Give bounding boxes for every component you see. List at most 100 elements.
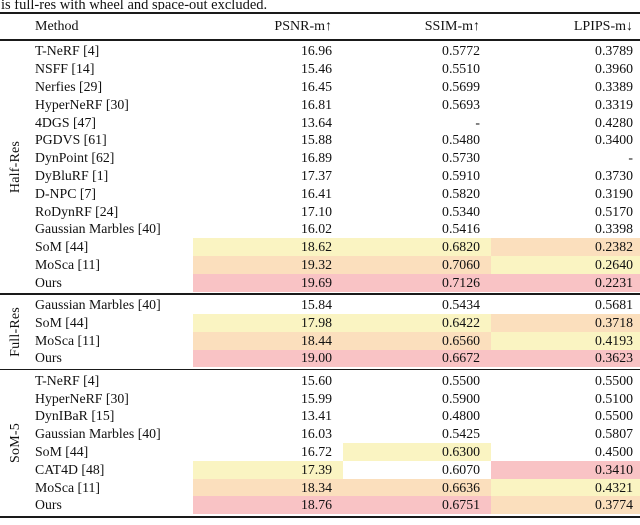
table-row: HyperNeRF [30] 16.81 0.5693 0.3319: [0, 96, 640, 114]
ssim-cell: 0.5699: [442, 78, 480, 94]
lpips-cell: 0.3623: [491, 349, 640, 368]
table-row: PGDVS [61] 15.88 0.5480 0.3400: [0, 131, 640, 149]
column-header-ssim: SSIM-m↑: [424, 18, 480, 34]
table-row: D-NPC [7] 16.41 0.5820 0.3190: [0, 185, 640, 203]
lpips-cell: 0.5500: [595, 372, 633, 388]
lpips-cell: 0.5807: [595, 426, 633, 442]
row-spacer: [0, 43, 35, 61]
method-cell: NSFF [14]: [35, 61, 95, 77]
lpips-cell: 0.2231: [491, 273, 640, 292]
method-cell: T-NeRF [4]: [35, 372, 100, 388]
lpips-cell: 0.3410: [491, 460, 640, 479]
psnr-cell: 17.10: [300, 203, 332, 219]
row-spacer: [0, 372, 35, 390]
column-header-method: Method: [35, 18, 79, 34]
row-spacer: [0, 78, 35, 96]
lpips-cell: 0.3398: [595, 221, 633, 237]
psnr-cell: 17.39: [193, 460, 343, 479]
ssim-cell: 0.5910: [442, 167, 480, 183]
table-top-rule: [0, 12, 640, 14]
method-cell: SoM [44]: [35, 239, 89, 255]
method-cell: PGDVS [61]: [35, 132, 107, 148]
lpips-cell: 0.3730: [595, 167, 633, 183]
method-cell: Ours: [35, 350, 62, 366]
method-cell: MoSca [11]: [35, 479, 101, 495]
table-row: SoM [44] 16.72 0.6300 0.4500: [0, 443, 640, 461]
psnr-cell: 16.45: [300, 78, 332, 94]
section-label: Full-Res: [8, 306, 23, 357]
method-cell: Gaussian Marbles [40]: [35, 221, 161, 237]
row-spacer: [0, 238, 35, 256]
ssim-cell: 0.5693: [442, 96, 480, 112]
method-cell: Gaussian Marbles [40]: [35, 426, 161, 442]
psnr-cell: 16.02: [300, 221, 332, 237]
ssim-cell: 0.6300: [343, 443, 491, 461]
ssim-cell: 0.5340: [442, 203, 480, 219]
ssim-cell: 0.5820: [442, 185, 480, 201]
method-cell: T-NeRF [4]: [35, 43, 100, 59]
lpips-cell: 0.4321: [491, 478, 640, 497]
table-row: 4DGS [47] 13.64 - 0.4280: [0, 114, 640, 132]
row-spacer: [0, 496, 35, 514]
table-row: DynIBaR [15] 13.41 0.4800 0.5500: [0, 407, 640, 425]
section-label: Half-Res: [8, 141, 23, 194]
table-row: DynPoint [62] 16.89 0.5730 -: [0, 149, 640, 167]
table-bottom-rule: [0, 515, 640, 519]
ssim-cell: 0.6820: [343, 238, 491, 257]
section-divider-rule: [0, 368, 640, 371]
header-divider-rule: [0, 39, 640, 41]
psnr-cell: 15.60: [300, 372, 332, 388]
method-cell: Gaussian Marbles [40]: [35, 297, 161, 313]
psnr-cell: 15.46: [300, 61, 332, 77]
psnr-cell: 13.64: [300, 114, 332, 130]
lpips-cell: 0.3774: [491, 496, 640, 515]
psnr-cell: 18.76: [193, 496, 343, 515]
ssim-cell: 0.5730: [442, 150, 480, 166]
table-row: CAT4D [48] 17.39 0.6070 0.3410: [0, 460, 640, 479]
method-cell: MoSca [11]: [35, 332, 101, 348]
row-spacer: [0, 96, 35, 114]
method-cell: DynPoint [62]: [35, 150, 115, 166]
method-cell: Nerfies [29]: [35, 78, 103, 94]
row-spacer: [0, 274, 35, 292]
table-row: MoSca [11] 18.44 0.6560 0.4193: [0, 331, 640, 350]
method-cell: Ours: [35, 497, 62, 513]
table-row: HyperNeRF [30] 15.99 0.5900 0.5100: [0, 390, 640, 408]
method-cell: 4DGS [47]: [35, 114, 96, 130]
ssim-cell: 0.5425: [442, 426, 480, 442]
psnr-cell: 16.81: [300, 96, 332, 112]
psnr-cell: 16.96: [300, 43, 332, 59]
psnr-cell: 17.98: [193, 313, 343, 332]
table-row: SoM [44] 18.62 0.6820 0.2382: [0, 238, 640, 257]
ssim-cell: 0.6751: [343, 496, 491, 515]
lpips-cell: 0.5170: [595, 203, 633, 219]
lpips-cell: 0.3718: [491, 313, 640, 332]
row-spacer: [0, 479, 35, 497]
method-cell: RoDynRF [24]: [35, 203, 119, 219]
ssim-cell: 0.6672: [343, 349, 491, 368]
ssim-cell: 0.5772: [442, 43, 480, 59]
row-spacer: [0, 390, 35, 408]
method-cell: SoM [44]: [35, 443, 89, 459]
psnr-cell: 16.03: [300, 426, 332, 442]
table-row: T-NeRF [4] 15.60 0.5500 0.5500: [0, 372, 640, 390]
psnr-cell: 15.88: [300, 132, 332, 148]
table-row: MoSca [11] 19.32 0.7060 0.2640: [0, 256, 640, 274]
lpips-cell: -: [628, 150, 633, 166]
method-cell: MoSca [11]: [35, 256, 101, 272]
table-row: Nerfies [29] 16.45 0.5699 0.3389: [0, 78, 640, 96]
psnr-cell: 19.32: [193, 256, 343, 274]
row-spacer: [0, 203, 35, 221]
method-cell: HyperNeRF [30]: [35, 96, 129, 112]
table-section-full-res: Full-Res Gaussian Marbles [40] 15.84 0.5434…: [0, 295, 640, 369]
table-row: MoSca [11] 18.34 0.6636 0.4321: [0, 478, 640, 497]
row-spacer: [0, 461, 35, 479]
table-section-som-5: SoM-5 T-NeRF [4] 15.60 0.5500 0.5500 HyperNeR…: [0, 370, 640, 515]
psnr-cell: 13.41: [300, 408, 332, 424]
table-body: Half-Res T-NeRF [4] 16.96 0.5772 0.3789 NSFF …: [0, 41, 640, 516]
table-row: T-NeRF [4] 16.96 0.5772 0.3789: [0, 43, 640, 61]
table-header-row: Method PSNR-m↑ SSIM-m↑ LPIPS-m↓: [0, 14, 640, 39]
table-row: RoDynRF [24] 17.10 0.5340 0.5170: [0, 203, 640, 221]
section-label: SoM-5: [8, 423, 23, 463]
